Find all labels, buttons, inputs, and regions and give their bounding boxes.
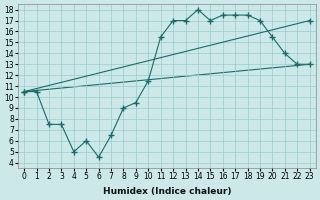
X-axis label: Humidex (Indice chaleur): Humidex (Indice chaleur) (103, 187, 231, 196)
